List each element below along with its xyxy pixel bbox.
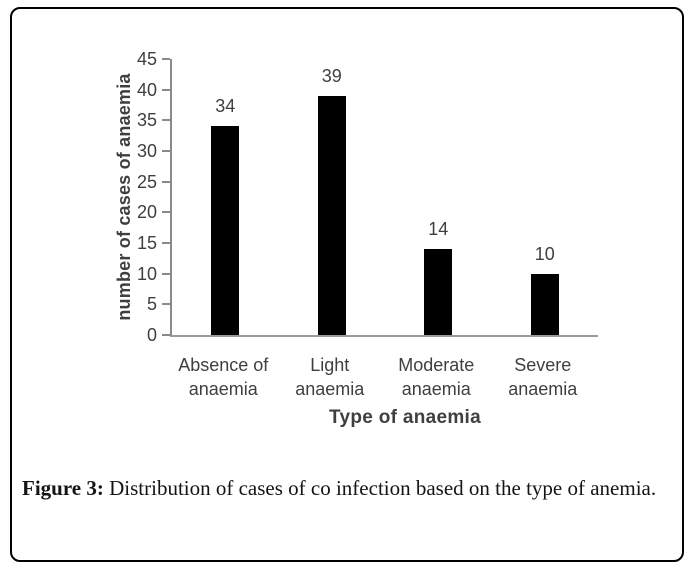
x-axis-category-label: Moderate anaemia [398,355,475,399]
bar-value-label: 39 [321,65,342,86]
x-axis-category-label: Light anaemia [295,355,365,399]
y-axis-tick-mark [162,334,170,336]
bar-0 [211,126,240,335]
bar-3 [530,273,559,335]
bar-value-label: 34 [215,96,236,117]
y-axis-tick-label: 35 [136,110,157,131]
y-axis-tick-label: 45 [136,49,157,69]
bar-1 [317,95,346,335]
y-axis-tick-mark [162,272,170,275]
chart: number of cases of anaemia 34 39 14 10 Type… [12,9,682,560]
figure-box: number of cases of anaemia 34 39 14 10 Type… [10,7,684,562]
figure-caption: Figure 3: Distribution of cases of co in… [22,473,674,504]
y-axis-tick-label: 5 [146,294,157,315]
figure-caption-text: Distribution of cases of co infection ba… [109,476,657,500]
y-axis-tick-mark [162,58,170,60]
y-axis-tick-mark [162,211,170,214]
figure-caption-label: Figure 3: [22,476,104,500]
y-axis-tick-label: 10 [136,263,157,284]
plot-area: 34 39 14 10 [170,59,598,337]
y-axis-tick-mark [162,150,170,152]
y-axis-tick-label: 20 [136,202,157,223]
y-axis-tick-label: 40 [136,79,157,100]
bar-2 [424,249,453,335]
bar-value-label: 10 [534,243,555,264]
y-axis-tick-mark [162,119,170,122]
y-axis-tick-label: 0 [146,325,157,345]
y-axis-tick-mark [162,180,170,183]
y-axis-tick-label: 25 [136,171,157,192]
y-axis-tick-mark [162,242,170,244]
y-axis-tick-mark [162,88,170,91]
x-axis-title: Type of anaemia [329,407,481,428]
x-axis-category-label: Absence of anaemia [178,355,269,399]
bar-value-label: 14 [428,219,449,240]
y-axis-tick-label: 15 [136,233,157,253]
x-axis-category-label: Severe anaemia [508,355,578,399]
y-axis-tick-mark [162,303,170,306]
y-axis-tick-label: 30 [136,141,157,161]
